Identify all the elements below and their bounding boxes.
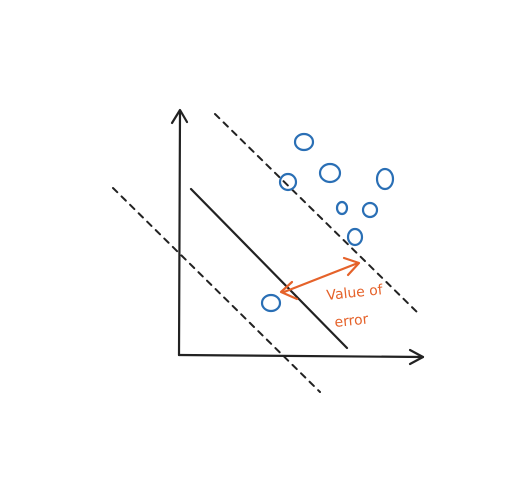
error-arrow-head-left (279, 280, 299, 301)
y-axis (177, 109, 182, 357)
error-label-line1: Value of (326, 282, 385, 304)
data-point (346, 227, 364, 247)
upper-margin-line (214, 113, 421, 316)
x-axis (177, 353, 425, 359)
error-arrow-shaft (282, 261, 360, 294)
data-point (278, 172, 298, 192)
data-point (318, 162, 342, 184)
data-point (335, 200, 349, 216)
error-arrow-head-right (342, 256, 361, 277)
data-point (361, 201, 379, 219)
x-axis-arrowhead (408, 348, 425, 366)
data-point (293, 132, 315, 152)
data-point (375, 167, 395, 191)
axes (170, 108, 425, 366)
error-label-line2: error (334, 311, 370, 330)
decision-boundary (189, 187, 349, 350)
data-point (260, 293, 282, 313)
error-arrow (279, 256, 361, 301)
lower-margin-line (112, 187, 321, 393)
y-axis-arrowhead (170, 108, 189, 125)
data-points (260, 132, 395, 313)
margin-lines (112, 113, 421, 393)
